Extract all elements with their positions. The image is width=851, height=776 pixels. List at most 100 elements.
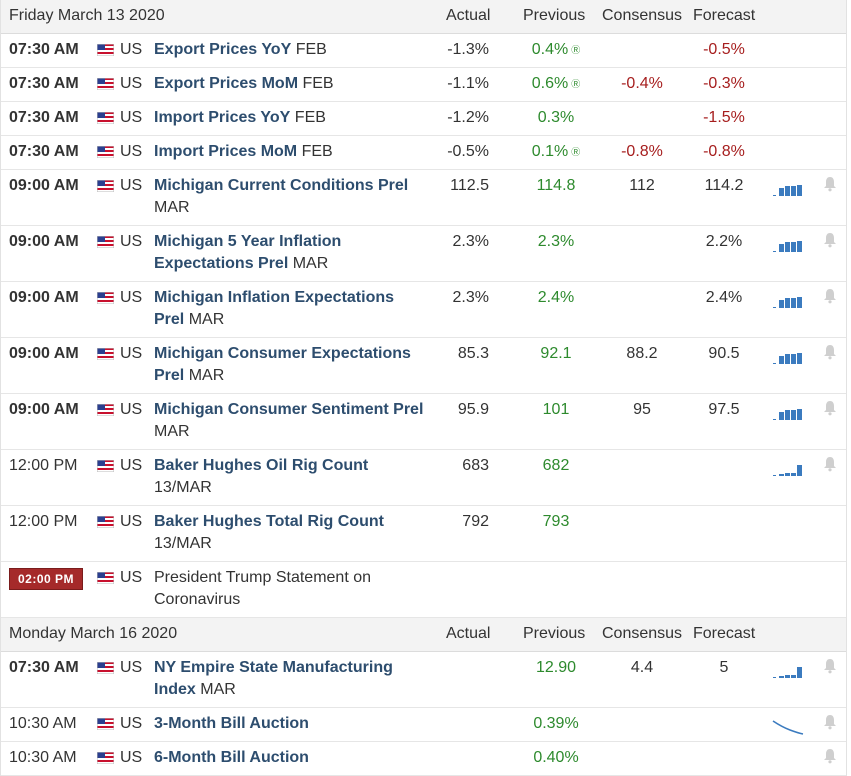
event-name-link[interactable]: Michigan Consumer Expectations Prel	[154, 345, 411, 384]
country-code: US	[120, 41, 143, 58]
sparkline-chart-icon[interactable]	[772, 717, 804, 735]
event-row[interactable]: 12:00 PM US Baker Hughes Total Rig Count 1…	[1, 506, 846, 562]
event-name-link[interactable]: Export Prices YoY	[154, 41, 292, 58]
previous-value-text: 0.6%	[531, 75, 569, 92]
bell-alert-icon[interactable]	[823, 714, 837, 730]
previous-value: 12.90	[506, 659, 606, 677]
event-row[interactable]: 07:30 AM US Export Prices MoM FEB -1.1% 0.6%…	[1, 68, 846, 102]
event-row[interactable]: 07:30 AM US Export Prices YoY FEB -1.3% 0.4%…	[1, 34, 846, 68]
event-time: 10:30 AM	[9, 749, 77, 766]
event-name[interactable]: Michigan Consumer Sentiment Prel MAR	[154, 399, 426, 443]
previous-value-text: 682	[542, 457, 570, 474]
column-header-actual: Actual	[446, 7, 491, 24]
event-name[interactable]: Export Prices YoY FEB	[154, 39, 426, 61]
event-row[interactable]: 02:00 PM US President Trump Statement on C…	[1, 562, 846, 618]
sparkline-chart-icon[interactable]	[772, 291, 804, 309]
previous-value: 0.1% Ⓡ	[506, 143, 606, 161]
country-code: US	[120, 513, 143, 530]
event-name[interactable]: Michigan Consumer Expectations Prel MAR	[154, 343, 426, 387]
bell-alert-icon[interactable]	[823, 400, 837, 416]
previous-value-text: 0.39%	[533, 715, 579, 732]
bell-alert-icon[interactable]	[823, 232, 837, 248]
sparkline-chart-icon[interactable]	[772, 403, 804, 421]
event-name[interactable]: Baker Hughes Total Rig Count 13/MAR	[154, 511, 426, 555]
sparkline-chart-icon[interactable]	[772, 661, 804, 679]
event-name-link[interactable]: Michigan 5 Year Inflation Expectations P…	[154, 233, 342, 272]
us-flag-icon	[97, 236, 114, 248]
event-name-link[interactable]: 3-Month Bill Auction	[154, 715, 309, 732]
bell-alert-icon[interactable]	[823, 288, 837, 304]
event-row[interactable]: 07:30 AM US NY Empire State Manufacturing …	[1, 652, 846, 708]
event-name[interactable]: Michigan Current Conditions Prel MAR	[154, 175, 426, 219]
live-time-badge: 02:00 PM	[9, 568, 84, 590]
actual-value: 683	[462, 457, 489, 474]
event-name[interactable]: Michigan 5 Year Inflation Expectations P…	[154, 231, 426, 275]
forecast-value: -0.5%	[703, 41, 745, 58]
event-row[interactable]: 09:00 AM US Michigan Current Conditions Pr…	[1, 170, 846, 226]
event-name-link[interactable]: Michigan Current Conditions Prel	[154, 177, 409, 194]
event-name-link[interactable]: Baker Hughes Total Rig Count	[154, 513, 384, 530]
sparkline-chart-icon[interactable]	[772, 235, 804, 253]
event-row[interactable]: 07:30 AM US Import Prices YoY FEB -1.2% 0.3%…	[1, 102, 846, 136]
previous-value: 2.3%	[506, 233, 606, 251]
event-name[interactable]: NY Empire State Manufacturing Index MAR	[154, 657, 426, 701]
event-name[interactable]: Import Prices MoM FEB	[154, 141, 426, 163]
event-name[interactable]: Import Prices YoY FEB	[154, 107, 426, 129]
sparkline-chart-icon[interactable]	[772, 347, 804, 365]
event-name-link[interactable]: Export Prices MoM	[154, 75, 299, 92]
consensus-value: 88.2	[626, 345, 658, 362]
bell-alert-icon[interactable]	[823, 344, 837, 360]
event-name-link[interactable]: NY Empire State Manufacturing Index	[154, 659, 393, 698]
actual-value: -1.3%	[447, 41, 489, 58]
event-name[interactable]: Michigan Inflation Expectations Prel MAR	[154, 287, 426, 331]
previous-value-text: 2.4%	[537, 289, 575, 306]
previous-value-text: 12.90	[535, 659, 577, 676]
event-row[interactable]: 10:30 AM US 6-Month Bill Auction 0.40%	[1, 742, 846, 776]
event-name-link[interactable]: Michigan Inflation Expectations Prel	[154, 289, 395, 328]
revised-marker-icon: Ⓡ	[571, 79, 581, 89]
event-row[interactable]: 10:30 AM US 3-Month Bill Auction 0.39%	[1, 708, 846, 742]
previous-value: 793	[506, 513, 606, 531]
country-code: US	[120, 345, 143, 362]
event-name[interactable]: 6-Month Bill Auction	[154, 747, 426, 769]
country-code: US	[120, 143, 143, 160]
actual-value: -0.5%	[447, 143, 489, 160]
event-row[interactable]: 09:00 AM US Michigan 5 Year Inflation Expe…	[1, 226, 846, 282]
event-row[interactable]: 09:00 AM US Michigan Consumer Expectations…	[1, 338, 846, 394]
event-name[interactable]: 3-Month Bill Auction	[154, 713, 426, 735]
day-header: Friday March 13 2020 Actual Previous Consen…	[1, 0, 846, 34]
bell-alert-icon[interactable]	[823, 658, 837, 674]
previous-value: 0.3%	[506, 109, 606, 127]
event-name-link[interactable]: Michigan Consumer Sentiment Prel	[154, 401, 424, 418]
event-name[interactable]: Baker Hughes Oil Rig Count 13/MAR	[154, 455, 426, 499]
event-name-period: MAR	[184, 311, 225, 328]
country-code: US	[120, 401, 143, 418]
country-code: US	[120, 569, 143, 586]
event-row[interactable]: 09:00 AM US Michigan Inflation Expectation…	[1, 282, 846, 338]
us-flag-icon	[97, 460, 114, 472]
event-row[interactable]: 09:00 AM US Michigan Consumer Sentiment Pr…	[1, 394, 846, 450]
event-time: 07:30 AM	[9, 659, 79, 676]
event-time: 07:30 AM	[9, 75, 79, 92]
event-name-link[interactable]: Import Prices MoM	[154, 143, 298, 160]
event-row[interactable]: 07:30 AM US Import Prices MoM FEB -0.5% 0.1%…	[1, 136, 846, 170]
bell-alert-icon[interactable]	[823, 748, 837, 764]
bell-alert-icon[interactable]	[823, 176, 837, 192]
event-name[interactable]: Export Prices MoM FEB	[154, 73, 426, 95]
sparkline-chart-icon[interactable]	[772, 179, 804, 197]
event-row[interactable]: 12:00 PM US Baker Hughes Oil Rig Count 13/…	[1, 450, 846, 506]
bell-alert-icon[interactable]	[823, 456, 837, 472]
event-name-link[interactable]: Baker Hughes Oil Rig Count	[154, 457, 369, 474]
sparkline-chart-icon[interactable]	[772, 459, 804, 477]
previous-value: 0.6% Ⓡ	[506, 75, 606, 93]
country-code: US	[120, 749, 143, 766]
forecast-value: -1.5%	[703, 109, 745, 126]
event-name-link[interactable]: 6-Month Bill Auction	[154, 749, 309, 766]
actual-value: -1.1%	[447, 75, 489, 92]
country-code: US	[120, 715, 143, 732]
us-flag-icon	[97, 180, 114, 192]
event-name-link[interactable]: Import Prices YoY	[154, 109, 291, 126]
event-time: 09:00 AM	[9, 401, 79, 418]
us-flag-icon	[97, 292, 114, 304]
